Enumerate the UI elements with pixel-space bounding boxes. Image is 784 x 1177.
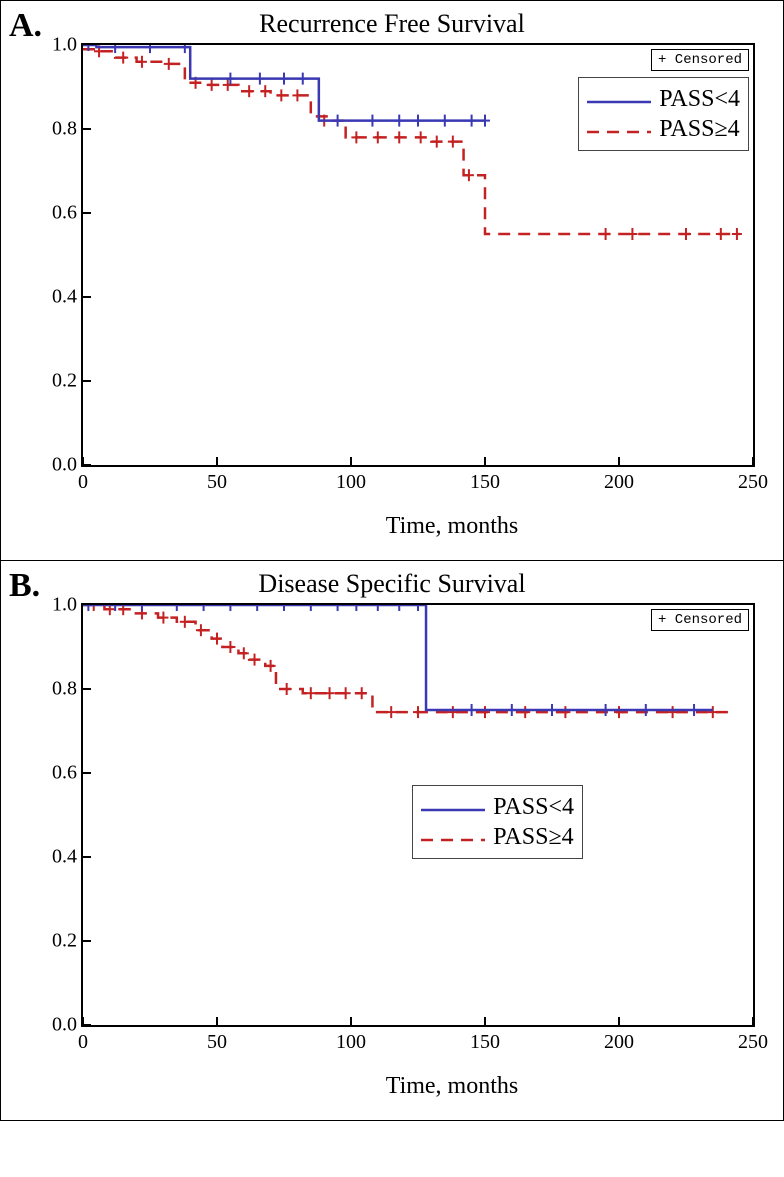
censored-indicator: + Censored [651,49,749,71]
y-tick-label: 0.0 [52,454,77,477]
plot-area: 0.00.20.40.60.81.0050100150200250+ Censo… [81,43,755,467]
legend: PASS<4PASS≥4 [578,77,749,151]
x-tick-label: 150 [470,1031,500,1054]
y-tick-label: 0.2 [52,930,77,953]
legend-swatch-lt4 [587,98,651,100]
y-tick-label: 0.4 [52,286,77,309]
legend: PASS<4PASS≥4 [412,785,583,859]
y-tick-label: 0.6 [52,762,77,785]
x-tick-label: 0 [78,471,88,494]
figure: A.Recurrence Free SurvivalSurvival proba… [0,0,784,1121]
legend-label-lt4: PASS<4 [659,84,740,114]
legend-swatch-lt4 [421,806,485,808]
x-tick-label: 50 [207,471,227,494]
x-tick-label: 150 [470,471,500,494]
plot-wrap: Survival probability0.00.20.40.60.81.005… [1,599,783,1120]
x-tick-label: 100 [336,1031,366,1054]
legend-item-ge4: PASS≥4 [587,114,740,144]
legend-item-ge4: PASS≥4 [421,822,574,852]
legend-swatch-ge4 [421,836,485,838]
x-axis-label: Time, months [141,513,763,540]
legend-label-ge4: PASS≥4 [493,822,573,852]
x-tick-label: 0 [78,1031,88,1054]
legend-label-ge4: PASS≥4 [659,114,739,144]
x-tick-label: 250 [738,1031,768,1054]
panel-title: Disease Specific Survival [1,561,783,599]
x-tick-label: 50 [207,1031,227,1054]
panel-A: A.Recurrence Free SurvivalSurvival proba… [0,0,784,561]
censored-indicator: + Censored [651,609,749,631]
x-tick-label: 250 [738,471,768,494]
panel-title: Recurrence Free Survival [1,1,783,39]
x-tick-label: 200 [604,1031,634,1054]
y-tick-label: 0.2 [52,370,77,393]
x-axis-label: Time, months [141,1073,763,1100]
legend-swatch-ge4 [587,128,651,130]
legend-item-lt4: PASS<4 [587,84,740,114]
y-tick-label: 1.0 [52,594,77,617]
x-tick-label: 100 [336,471,366,494]
legend-item-lt4: PASS<4 [421,792,574,822]
y-tick-label: 0.6 [52,202,77,225]
y-tick-label: 0.0 [52,1014,77,1037]
x-tick-label: 200 [604,471,634,494]
y-tick-label: 0.8 [52,118,77,141]
y-tick-label: 0.8 [52,678,77,701]
plot-area: 0.00.20.40.60.81.0050100150200250+ Censo… [81,603,755,1027]
plot-wrap: Survival probability0.00.20.40.60.81.005… [1,39,783,560]
legend-label-lt4: PASS<4 [493,792,574,822]
y-tick-label: 1.0 [52,34,77,57]
panel-B: B.Disease Specific SurvivalSurvival prob… [0,561,784,1121]
y-tick-label: 0.4 [52,846,77,869]
